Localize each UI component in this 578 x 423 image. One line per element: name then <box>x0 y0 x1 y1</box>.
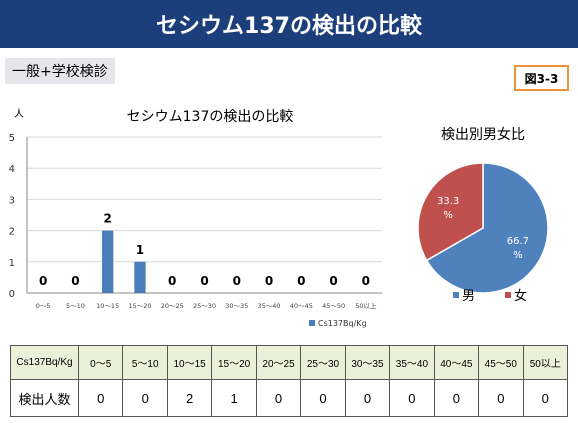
bar <box>134 261 146 293</box>
table-column-header: 45～50 <box>478 345 524 380</box>
pie-title: 検出別男女比 <box>441 126 525 143</box>
table-column-header: 10～15 <box>166 345 213 380</box>
data-label: 0 <box>71 274 79 288</box>
table-column-header: 15～20 <box>211 345 257 380</box>
table-column-header: 35～40 <box>389 345 435 380</box>
table-row-header: 検出人数 <box>10 379 79 417</box>
data-label: 0 <box>200 274 208 288</box>
pie-data-label: 33.3% <box>437 196 459 221</box>
table-corner-cell: Cs137Bq/Kg <box>10 345 79 380</box>
table-header-row: Cs137Bq/Kg 0～5 5～10 10～15 15～20 20～25 25～30 30～… <box>10 345 569 380</box>
table-cell: 0 <box>300 379 346 417</box>
table-cell: 0 <box>433 379 480 417</box>
data-label: 0 <box>297 274 305 288</box>
legend-swatch <box>505 292 511 298</box>
x-tick-label: 0～5 <box>36 302 51 310</box>
x-tick-label: 5～10 <box>66 302 85 310</box>
table-row: 検出人数 0 0 2 1 0 0 0 0 0 0 0 <box>10 379 569 417</box>
slide-header: セシウム137の検出の比較 <box>0 0 578 48</box>
legend-swatch <box>453 292 459 298</box>
y-tick-label: 0 <box>9 289 15 300</box>
table-cell: 0 <box>122 379 168 417</box>
data-label: 0 <box>233 274 241 288</box>
pie-slice <box>417 162 484 262</box>
table-column-header: 30～35 <box>344 345 391 380</box>
pie-slice <box>425 162 549 294</box>
table-column-header: 20～25 <box>255 345 302 380</box>
bar-chart: セシウム137の検出の比較 人 0 1 2 3 4 5 0～5 0 5～10 0 10～15 2 15～20… <box>9 108 382 328</box>
data-label: 0 <box>168 274 176 288</box>
chart-title: セシウム137の検出の比較 <box>127 109 294 125</box>
x-tick-label: 25～30 <box>193 302 216 310</box>
data-label: 0 <box>39 274 47 288</box>
table-cell: 0 <box>478 379 524 417</box>
slide-title: セシウム137の検出の比較 <box>156 14 422 39</box>
x-tick-label: 40～45 <box>290 302 313 310</box>
legend-label: Cs137Bq/Kg <box>318 319 367 328</box>
legend-label: 男 <box>462 289 475 304</box>
legend-swatch <box>309 320 315 326</box>
table-cell: 0 <box>389 379 435 417</box>
table-cell: 0 <box>344 379 391 417</box>
x-tick-label: 50以上 <box>355 301 377 310</box>
data-label: 0 <box>329 274 337 288</box>
x-tick-label: 10～15 <box>96 302 119 310</box>
figure-number-badge: 図3-3 <box>514 65 569 91</box>
bar <box>102 230 114 293</box>
table-cell: 0 <box>522 379 569 417</box>
data-label: 0 <box>362 274 370 288</box>
y-tick-label: 2 <box>9 227 15 238</box>
table-cell: 2 <box>166 379 213 417</box>
table-column-header: 50以上 <box>522 345 569 380</box>
y-tick-label: 3 <box>9 195 15 206</box>
pie-chart: 検出別男女比 66.7 % 33.3 % 男 女 <box>417 126 549 304</box>
table-column-header: 5～10 <box>122 345 168 380</box>
data-label: 0 <box>265 274 273 288</box>
table-column-header: 0～5 <box>77 345 124 380</box>
table-column-header: 25～30 <box>300 345 346 380</box>
table-cell: 0 <box>255 379 302 417</box>
y-tick-label: 5 <box>9 133 15 144</box>
x-tick-label: 35～40 <box>258 302 281 310</box>
x-tick-label: 15～20 <box>128 302 151 310</box>
data-label: 2 <box>104 212 112 226</box>
x-tick-label: 45～50 <box>322 302 345 310</box>
x-tick-label: 30～35 <box>225 302 248 310</box>
x-tick-label: 20～25 <box>161 302 184 310</box>
subtitle-label: 一般+学校検診 <box>5 58 115 84</box>
table-cell: 1 <box>211 379 257 417</box>
table-column-header: 40～45 <box>433 345 480 380</box>
pie-data-label: 66.7% <box>507 236 529 261</box>
legend-label: 女 <box>514 288 527 304</box>
y-axis-label: 人 <box>14 108 24 120</box>
y-tick-label: 4 <box>9 164 15 175</box>
data-table: Cs137Bq/Kg 0～5 5～10 10～15 15～20 20～25 25～30 30～… <box>10 345 569 417</box>
table-cell: 0 <box>77 379 124 417</box>
y-tick-label: 1 <box>9 258 15 269</box>
data-label: 1 <box>136 243 144 257</box>
